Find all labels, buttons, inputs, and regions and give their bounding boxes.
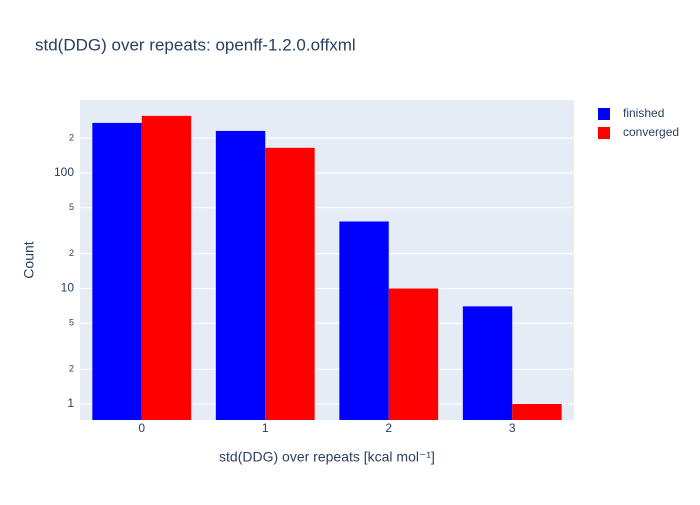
chart-title: std(DDG) over repeats: openff-1.2.0.offx… [35, 35, 356, 54]
bar [339, 221, 389, 420]
legend-label: converged [623, 125, 679, 139]
legend-swatch [598, 127, 610, 139]
bar [512, 404, 562, 420]
y-tick-label: 1 [67, 396, 74, 410]
x-tick-label: 2 [385, 421, 392, 435]
y-tick-label: 2 [69, 133, 74, 143]
x-tick-label: 3 [509, 421, 516, 435]
y-tick-label: 2 [69, 248, 74, 258]
bar [462, 306, 513, 420]
bar [141, 115, 192, 420]
y-tick-label: 5 [69, 318, 74, 328]
bar [388, 288, 439, 420]
legend-label: finished [623, 106, 664, 120]
x-axis-title: std(DDG) over repeats [kcal mol⁻¹] [219, 449, 435, 465]
legend-swatch [598, 108, 610, 120]
bar [265, 147, 315, 420]
x-tick-label: 1 [262, 421, 269, 435]
y-tick-label: 100 [54, 165, 74, 179]
x-tick-label: 0 [138, 421, 145, 435]
y-tick-label: 5 [69, 202, 74, 212]
y-tick-label: 2 [69, 364, 74, 374]
y-axis-title: Count [21, 241, 37, 278]
bar [92, 122, 142, 421]
y-tick-label: 10 [61, 281, 75, 295]
bar [215, 130, 266, 420]
